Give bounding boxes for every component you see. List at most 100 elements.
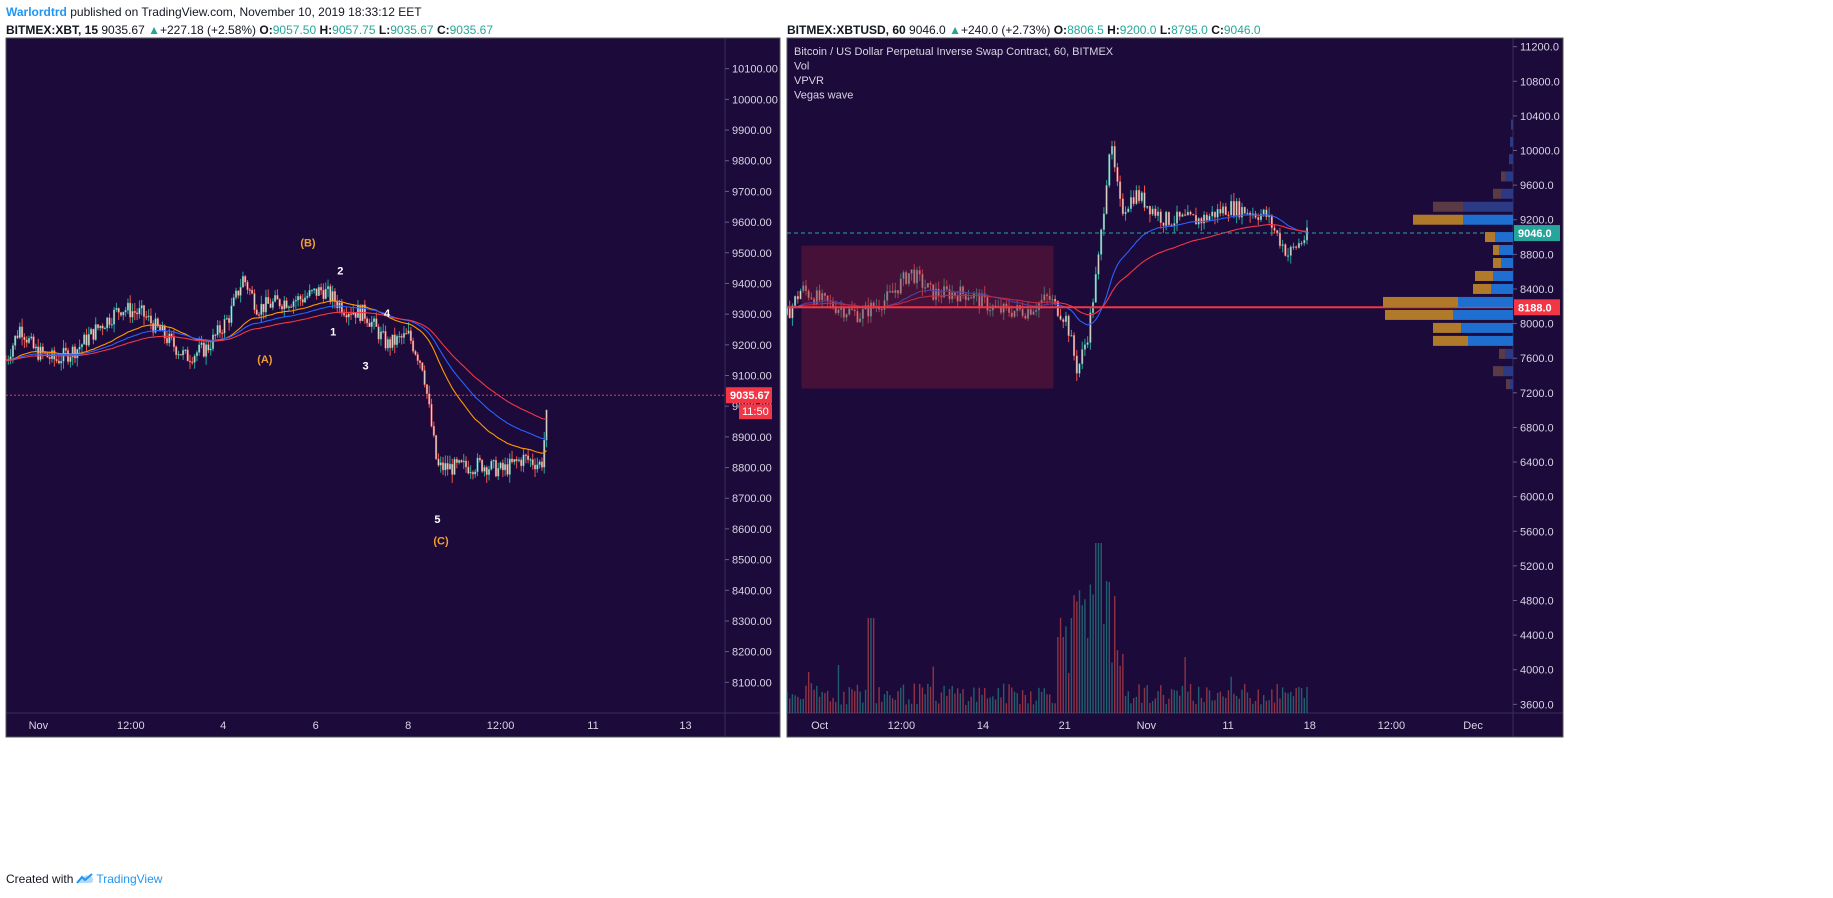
- volume-bar: [1268, 700, 1270, 713]
- vpvr-bar: [1510, 379, 1513, 390]
- candle-body: [179, 353, 182, 356]
- vpvr-bar: [1503, 366, 1513, 377]
- candle-body: [39, 346, 42, 360]
- candle-body: [926, 283, 929, 288]
- candle-body: [888, 290, 891, 293]
- volume-bar: [1089, 584, 1092, 713]
- candle-body: [1083, 344, 1086, 350]
- candle-body: [446, 463, 449, 470]
- candle-body: [274, 295, 277, 302]
- volume-bar: [1103, 624, 1105, 713]
- wave-label: 5: [434, 514, 440, 526]
- volume-bar: [946, 695, 948, 713]
- candle-body: [379, 331, 382, 340]
- vpvr-bar: [1468, 335, 1513, 346]
- vpvr-bar: [1453, 309, 1513, 320]
- left-y-tick-label: 8500.00: [732, 555, 772, 567]
- volume-bar: [1002, 683, 1005, 713]
- candle-body: [363, 304, 366, 319]
- volume-bar: [848, 687, 850, 713]
- candle-body: [488, 469, 491, 475]
- candle-body: [290, 306, 293, 308]
- candle-body: [943, 286, 946, 298]
- candle-body: [1119, 181, 1122, 199]
- volume-bar: [989, 697, 991, 713]
- author-link[interactable]: Warlordtrd: [6, 5, 67, 19]
- candle-body: [382, 331, 385, 333]
- right-y-tick-label: 10400.0: [1520, 111, 1560, 123]
- volume-bar: [1124, 695, 1127, 713]
- candle-body: [16, 335, 19, 338]
- candle-body: [1132, 197, 1135, 204]
- volume-bar: [1067, 672, 1070, 713]
- candle-body: [108, 317, 111, 325]
- candle-body: [517, 459, 520, 462]
- candle-body: [1146, 205, 1149, 208]
- candle-body: [531, 459, 534, 466]
- left-low-value: 9035.67: [390, 23, 434, 37]
- volume-bar: [1021, 690, 1024, 713]
- candle-body: [389, 339, 392, 349]
- wave-label: 3: [362, 360, 368, 372]
- left-symbol[interactable]: BITMEX:XBT, 15: [6, 23, 99, 37]
- right-symbol[interactable]: BITMEX:XBTUSD, 60: [787, 23, 906, 37]
- candle-body: [260, 303, 263, 315]
- left-y-tick-label: 8200.00: [732, 647, 772, 659]
- tradingview-logo-icon: [76, 873, 94, 884]
- candle-body: [1238, 201, 1241, 218]
- right-time-axis: [787, 713, 1563, 737]
- right-y-tick-label: 4000.0: [1520, 665, 1554, 677]
- vpvr-bar: [1505, 171, 1513, 182]
- candle-body: [1129, 197, 1132, 209]
- volume-bar: [1281, 687, 1284, 713]
- candle-body: [304, 297, 307, 303]
- candle-body: [1232, 200, 1235, 216]
- candle-body: [1303, 239, 1306, 244]
- volume-bar: [1165, 703, 1167, 713]
- candle-body: [166, 337, 169, 344]
- candle-body: [448, 463, 451, 470]
- volume-bar: [1287, 693, 1289, 713]
- candle-body: [384, 331, 387, 349]
- candle-body: [460, 460, 463, 463]
- volume-bar: [1062, 637, 1064, 713]
- candle-body: [368, 322, 371, 327]
- volume-bar: [897, 691, 899, 713]
- volume-bar: [1016, 693, 1018, 713]
- volume-bar: [1008, 684, 1010, 713]
- volume-bar: [1130, 703, 1132, 713]
- candle-body: [51, 350, 54, 360]
- left-x-tick-label: Nov: [29, 720, 49, 732]
- candle-body: [393, 334, 396, 345]
- volume-bar: [1108, 581, 1110, 713]
- candle-body: [1070, 335, 1073, 337]
- volume-bar: [1038, 687, 1040, 713]
- vpvr-bar: [1485, 232, 1495, 243]
- volume-bar: [1211, 700, 1213, 713]
- candle-body: [168, 333, 171, 344]
- candle-body: [423, 370, 426, 385]
- left-y-tick-label: 9100.00: [732, 371, 772, 383]
- candle-body: [1208, 215, 1211, 221]
- candle-body: [41, 346, 44, 353]
- volume-bar: [1119, 665, 1121, 713]
- volume-bar: [1057, 636, 1059, 713]
- candle-body: [918, 270, 921, 275]
- candle-body: [1292, 246, 1295, 248]
- candle-body: [853, 309, 856, 312]
- volume-bar: [816, 685, 818, 713]
- candle-body: [818, 290, 821, 301]
- tradingview-brand-link[interactable]: TradingView: [96, 872, 163, 886]
- volume-bar: [1222, 696, 1224, 713]
- candle-body: [1111, 145, 1114, 155]
- candle-body: [195, 352, 198, 357]
- up-arrow-icon: ▲: [148, 23, 160, 37]
- volume-bar: [789, 698, 791, 713]
- volume-bar: [1306, 686, 1308, 713]
- study-legend-line: Vol: [794, 61, 809, 73]
- left-x-tick-label: 13: [679, 720, 691, 732]
- wave-label: (A): [257, 354, 273, 366]
- candle-body: [235, 290, 238, 298]
- volume-bar: [870, 618, 872, 713]
